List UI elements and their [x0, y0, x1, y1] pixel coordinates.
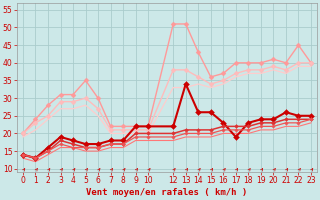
X-axis label: Vent moyen/en rafales ( km/h ): Vent moyen/en rafales ( km/h ) [86, 188, 248, 197]
